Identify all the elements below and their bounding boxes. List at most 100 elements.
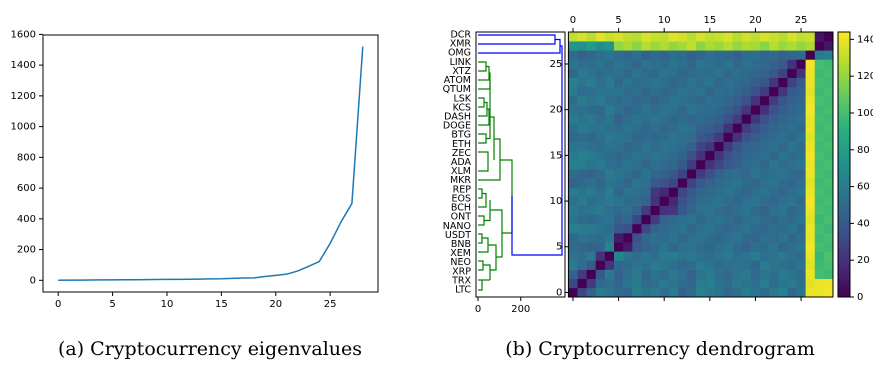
heatmap-cell (814, 150, 825, 161)
heatmap-cell (714, 260, 724, 270)
heatmap-cell (687, 159, 697, 170)
heatmap-cell (732, 68, 743, 78)
leaf-label: ADA (451, 157, 472, 168)
heatmap-cell (705, 86, 715, 97)
heatmap (568, 32, 834, 298)
heatmap-cell (723, 59, 733, 69)
heatmap-cell (650, 86, 660, 97)
heatmap-cell (796, 32, 806, 42)
heatmap-cell (723, 159, 733, 170)
heatmap-cell (696, 260, 706, 270)
heatmap-cell (714, 77, 724, 88)
heatmap-cell (714, 159, 724, 170)
heatmap-cell (614, 41, 624, 51)
heatmap-cell (604, 278, 615, 289)
heatmap-cell (696, 251, 706, 261)
heatmap-cell (769, 205, 779, 216)
heatmap-cell (760, 214, 770, 225)
heatmap-cell (796, 169, 806, 179)
heatmap-cell (595, 114, 606, 124)
y-tick-label: 200 (17, 245, 36, 256)
heatmap-cell (814, 123, 825, 133)
heatmap-cell (659, 132, 670, 142)
heatmap-cell (586, 178, 597, 188)
heatmap-cell (604, 159, 615, 170)
leaf-label: EOS (451, 193, 471, 204)
heatmap-cell (714, 251, 724, 261)
heatmap-cell (714, 150, 724, 161)
heatmap-cell (778, 141, 788, 152)
heatmap-cell (568, 205, 578, 216)
heatmap-cell (823, 242, 834, 252)
heatmap-cell (623, 68, 633, 78)
heatmap-cell (595, 105, 606, 115)
heatmap-cell (586, 41, 597, 51)
heatmap-cell (723, 233, 733, 243)
heatmap-cell (668, 169, 679, 179)
heatmap-cell (778, 114, 788, 124)
heatmap-cell (568, 59, 578, 69)
heatmap-cell (677, 287, 688, 298)
heatmap-cell (641, 59, 651, 69)
heatmap-cell (614, 132, 624, 142)
heatmap-cell (614, 86, 624, 97)
heatmap-cell (659, 86, 670, 97)
y-tick-label: 10 (550, 196, 563, 207)
heatmap-cell (741, 32, 752, 42)
heatmap-cell (823, 41, 834, 51)
heatmap-cell (604, 287, 615, 298)
heatmap-cell (668, 68, 679, 78)
heatmap-cell (814, 141, 825, 152)
heatmap-cell (778, 242, 788, 252)
heatmap-cell (741, 278, 752, 289)
heatmap-cell (714, 233, 724, 243)
heatmap-cell (705, 150, 715, 161)
heatmap-cell (659, 77, 670, 88)
heatmap-cell (787, 86, 797, 97)
heatmap-cell (604, 169, 615, 179)
caption-b: (b) Cryptocurrency dendrogram (505, 338, 814, 360)
heatmap-cell (769, 105, 779, 115)
heatmap-cell (796, 178, 806, 188)
heatmap-cell (723, 150, 733, 161)
heatmap-cell (586, 32, 597, 42)
heatmap-cell (696, 278, 706, 289)
heatmap-cell (814, 242, 825, 252)
heatmap-cell (778, 251, 788, 261)
leaf-label: LINK (450, 57, 472, 68)
heatmap-cell (760, 251, 770, 261)
heatmap-cell (823, 223, 834, 234)
heatmap-cell (577, 187, 587, 197)
heatmap-cell (632, 32, 642, 42)
heatmap-cell (796, 278, 806, 289)
heatmap-cell (650, 178, 660, 188)
heatmap-cell (577, 105, 587, 115)
heatmap-cell (714, 123, 724, 133)
heatmap-cell (586, 223, 597, 234)
heatmap-cell (823, 32, 834, 42)
heatmap-cell (687, 169, 697, 179)
heatmap-cell (614, 269, 624, 280)
heatmap-cell (632, 251, 642, 261)
heatmap-cell (732, 150, 743, 161)
heatmap-cell (595, 132, 606, 142)
heatmap-cell (659, 114, 670, 124)
heatmap-cell (687, 205, 697, 216)
heatmap-cell (760, 32, 770, 42)
y-tick-label: 600 (17, 183, 36, 194)
heatmap-cell (641, 169, 651, 179)
heatmap-cell (750, 86, 761, 97)
heatmap-cell (687, 233, 697, 243)
heatmap-cell (750, 214, 761, 225)
heatmap-cell (595, 205, 606, 216)
leaf-label: MKR (450, 175, 471, 186)
heatmap-cell (632, 187, 642, 197)
heatmap-cell (741, 196, 752, 206)
heatmap-cell (787, 41, 797, 51)
heatmap-cell (778, 233, 788, 243)
heatmap-cell (632, 41, 642, 51)
heatmap-frame (567, 31, 834, 298)
y-tick-label: 1600 (11, 29, 36, 40)
heatmap-cell (823, 114, 834, 124)
heatmap-cell (769, 169, 779, 179)
